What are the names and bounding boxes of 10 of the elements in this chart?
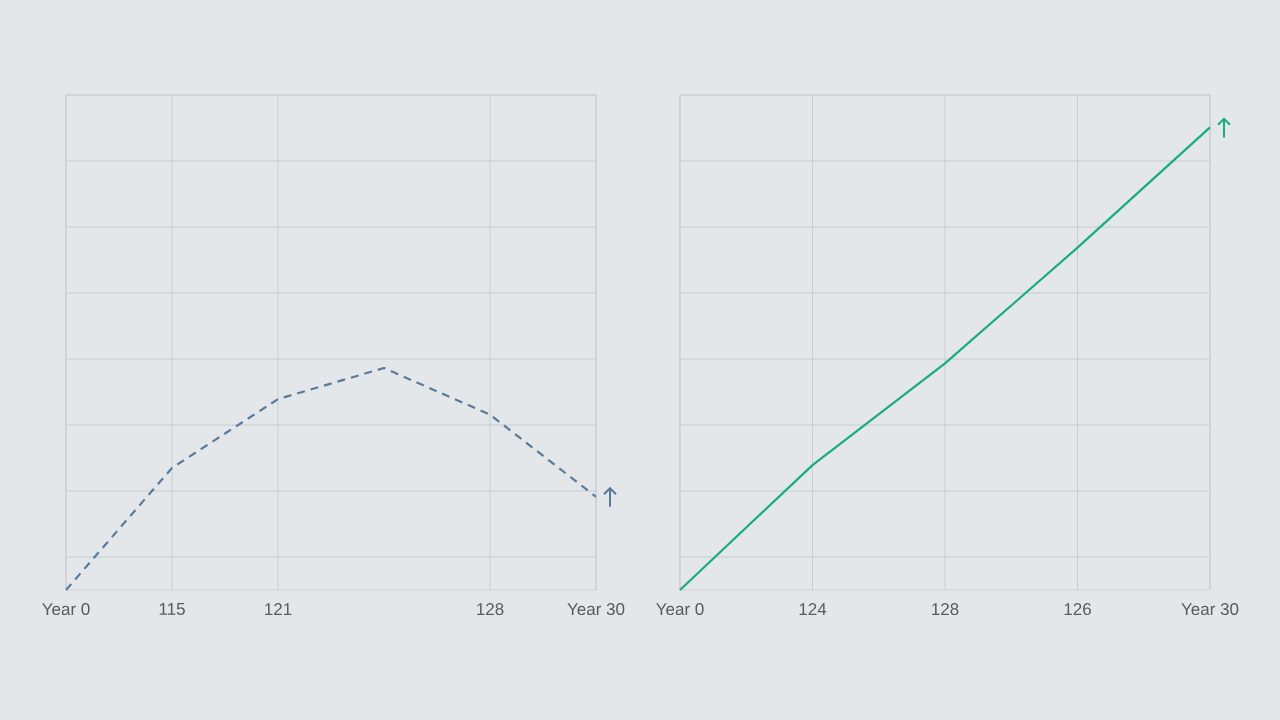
x-tick-label: Year 0: [656, 603, 704, 616]
x-tick-label: Year 0: [42, 603, 90, 616]
x-tick-label: 124: [799, 603, 827, 615]
x-tick-label: 121: [265, 603, 292, 615]
x-tick-label: Year 30: [567, 603, 625, 616]
x-tick-label: 128: [932, 603, 959, 616]
x-tick-label: 115: [159, 603, 185, 615]
x-tick-label: 128: [477, 603, 504, 616]
x-tick-label: Year 30: [1181, 603, 1239, 616]
x-tick-label: 126: [1064, 603, 1091, 616]
